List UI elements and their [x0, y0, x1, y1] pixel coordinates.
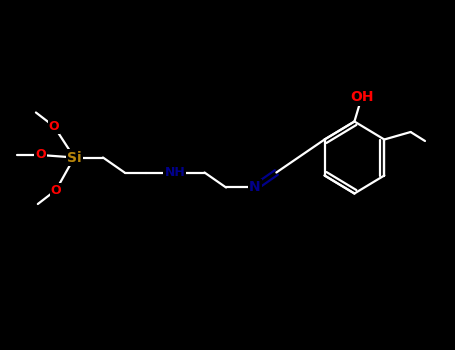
Text: N: N [249, 181, 261, 195]
Text: NH: NH [164, 166, 185, 179]
Text: O: O [51, 183, 61, 196]
Text: OH: OH [350, 91, 374, 105]
Text: Si: Si [67, 150, 81, 164]
Text: O: O [49, 120, 60, 133]
Text: O: O [35, 148, 46, 161]
